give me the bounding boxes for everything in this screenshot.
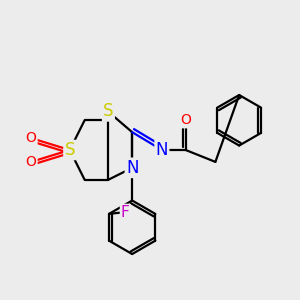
Text: N: N bbox=[156, 141, 168, 159]
Text: S: S bbox=[64, 141, 75, 159]
Text: O: O bbox=[26, 131, 37, 145]
Text: N: N bbox=[126, 159, 138, 177]
Text: O: O bbox=[26, 155, 37, 169]
Text: F: F bbox=[121, 205, 130, 220]
Text: O: O bbox=[180, 113, 191, 127]
Text: S: S bbox=[103, 102, 114, 120]
